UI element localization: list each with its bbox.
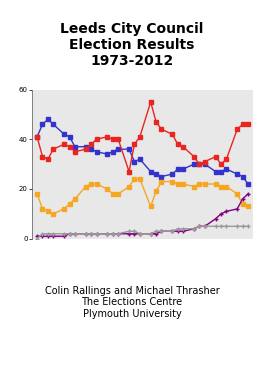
Text: Colin Rallings and Michael Thrasher
The Elections Centre
Plymouth University: Colin Rallings and Michael Thrasher The … <box>45 285 219 319</box>
Text: Leeds City Council
Election Results
1973-2012: Leeds City Council Election Results 1973… <box>60 22 204 68</box>
